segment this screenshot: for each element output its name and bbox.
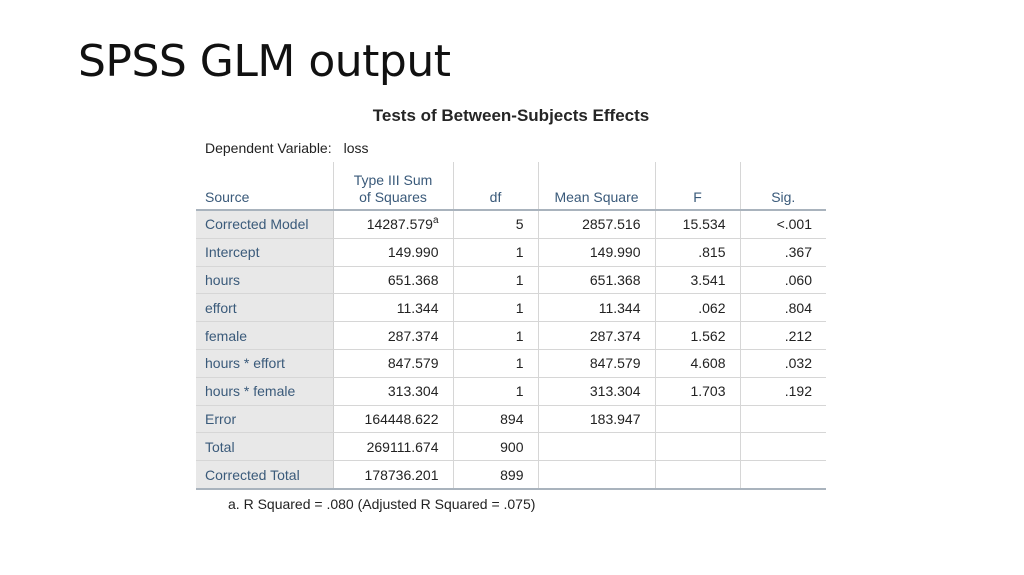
- row-sig: <.001: [740, 210, 826, 239]
- row-df: 900: [453, 432, 539, 462]
- row-source: Total: [196, 432, 334, 462]
- dependent-variable-value: loss: [343, 140, 369, 156]
- row-df: 1: [453, 349, 539, 378]
- row-df: 5: [453, 210, 539, 239]
- header-mean-square: Mean Square: [538, 162, 656, 210]
- row-sum-of-squares: 178736.201: [333, 460, 454, 490]
- row-f: 1.703: [655, 377, 741, 406]
- row-sum-of-squares: 269111.674: [333, 432, 454, 462]
- row-f: 1.562: [655, 321, 741, 350]
- row-f: .815: [655, 238, 741, 267]
- row-sum-of-squares: 14287.579a: [333, 210, 454, 239]
- header-ss-line1: Type III Sum: [353, 172, 433, 188]
- row-mean-square: [538, 460, 656, 490]
- row-mean-square: 847.579: [538, 349, 656, 378]
- row-f: [655, 460, 741, 490]
- row-df: 1: [453, 266, 539, 295]
- row-sig: .212: [740, 321, 826, 350]
- row-sum-of-squares: 651.368: [333, 266, 454, 295]
- row-sig: .060: [740, 266, 826, 295]
- dependent-variable-line: Dependent Variable: loss: [205, 140, 369, 156]
- table-header-row: Source Type III Sum of Squares df Mean Sq…: [196, 162, 826, 210]
- row-df: 899: [453, 460, 539, 490]
- row-f: [655, 405, 741, 434]
- row-mean-square: 313.304: [538, 377, 656, 406]
- table-row: hours * female 313.304 1 313.304 1.703 .…: [196, 377, 826, 406]
- header-sum-of-squares: Type III Sum of Squares: [333, 162, 454, 210]
- row-df: 894: [453, 405, 539, 434]
- row-mean-square: [538, 432, 656, 462]
- row-sig: .192: [740, 377, 826, 406]
- row-sum-of-squares: 164448.622: [333, 405, 454, 434]
- row-df: 1: [453, 321, 539, 350]
- row-mean-square: 651.368: [538, 266, 656, 295]
- table-row: Total 269111.674 900: [196, 432, 826, 462]
- row-ss-value: 14287.579: [366, 216, 433, 233]
- table-row: Intercept 149.990 1 149.990 .815 .367: [196, 238, 826, 267]
- row-sig: [740, 405, 826, 434]
- row-f: [655, 432, 741, 462]
- header-f: F: [655, 162, 741, 210]
- row-source: Corrected Model: [196, 210, 334, 239]
- row-mean-square: 183.947: [538, 405, 656, 434]
- row-sig: .804: [740, 293, 826, 323]
- header-df: df: [453, 162, 539, 210]
- row-source: hours * female: [196, 377, 334, 406]
- row-sum-of-squares: 847.579: [333, 349, 454, 378]
- table-row: hours 651.368 1 651.368 3.541 .060: [196, 266, 826, 295]
- row-f: 4.608: [655, 349, 741, 378]
- row-source: female: [196, 321, 334, 350]
- row-sum-of-squares: 11.344: [333, 293, 454, 323]
- row-df: 1: [453, 238, 539, 267]
- table-footnote: a. R Squared = .080 (Adjusted R Squared …: [228, 496, 536, 512]
- row-source: Intercept: [196, 238, 334, 267]
- header-ss-line2: of Squares: [359, 189, 427, 205]
- row-mean-square: 287.374: [538, 321, 656, 350]
- row-sig: [740, 460, 826, 490]
- row-sum-of-squares: 149.990: [333, 238, 454, 267]
- table-row: effort 11.344 1 11.344 .062 .804: [196, 293, 826, 323]
- row-sum-of-squares: 287.374: [333, 321, 454, 350]
- row-mean-square: 149.990: [538, 238, 656, 267]
- row-sum-of-squares: 313.304: [333, 377, 454, 406]
- row-source: Error: [196, 405, 334, 434]
- row-f: .062: [655, 293, 741, 323]
- footnote-marker: a: [432, 215, 439, 227]
- header-sig: Sig.: [771, 189, 796, 205]
- table-row: female 287.374 1 287.374 1.562 .212: [196, 321, 826, 350]
- row-source: hours: [196, 266, 334, 295]
- table-row: hours * effort 847.579 1 847.579 4.608 .…: [196, 349, 826, 378]
- row-df: 1: [453, 293, 539, 323]
- row-f: 3.541: [655, 266, 741, 295]
- row-source: effort: [196, 293, 334, 323]
- dependent-variable-label: Dependent Variable:: [205, 140, 332, 156]
- between-subjects-effects-table: Source Type III Sum of Squares df Mean Sq…: [196, 162, 826, 490]
- header-source: Source: [196, 162, 334, 210]
- row-source: Corrected Total: [196, 460, 334, 490]
- row-f: 15.534: [655, 210, 741, 239]
- table-row: Corrected Total 178736.201 899: [196, 460, 826, 490]
- row-source: hours * effort: [196, 349, 334, 378]
- row-sig: [740, 432, 826, 462]
- row-sig: .367: [740, 238, 826, 267]
- table-title: Tests of Between-Subjects Effects: [372, 106, 650, 125]
- table-row: Corrected Model 14287.579a 5 2857.516 15…: [196, 210, 826, 239]
- row-df: 1: [453, 377, 539, 406]
- table-row: Error 164448.622 894 183.947: [196, 405, 826, 434]
- row-mean-square: 11.344: [538, 293, 656, 323]
- row-sig: .032: [740, 349, 826, 378]
- row-mean-square: 2857.516: [538, 210, 656, 239]
- slide-title: SPSS GLM output: [78, 36, 451, 87]
